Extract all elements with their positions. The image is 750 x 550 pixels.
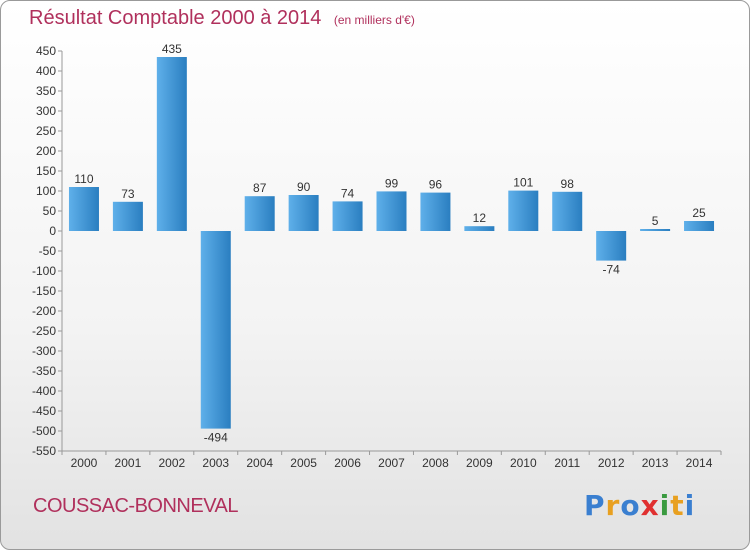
commune-name: COUSSAC-BONNEVAL <box>33 495 239 517</box>
x-tick-label: 2014 <box>686 456 713 470</box>
bar-value-label: -494 <box>204 431 228 445</box>
y-tick-label: -50 <box>39 244 57 258</box>
x-tick-label: 2012 <box>598 456 625 470</box>
x-tick-label: 2005 <box>290 456 317 470</box>
chart-title: Résultat Comptable 2000 à 2014 <box>29 7 322 29</box>
y-tick-label: -250 <box>32 324 56 338</box>
y-tick-label: 300 <box>36 104 56 118</box>
proxiti-logo[interactable]: Proxiti <box>584 489 695 522</box>
x-tick-label: 2004 <box>246 456 273 470</box>
x-tick-label: 2013 <box>642 456 669 470</box>
bar-value-label: 5 <box>652 214 659 228</box>
bar-value-label: 74 <box>341 186 355 200</box>
bar <box>332 201 363 231</box>
y-tick-label: -300 <box>32 344 56 358</box>
y-tick-label: -200 <box>32 304 56 318</box>
bar <box>552 191 583 231</box>
logo-letter: t <box>670 489 685 522</box>
x-tick-label: 2008 <box>422 456 449 470</box>
x-tick-label: 2007 <box>378 456 405 470</box>
x-tick-label: 2006 <box>334 456 361 470</box>
chart-labels: 110 73 435 -494 87 90 74 99 96 12 101 98 -74 5 25 <box>74 42 706 445</box>
y-tick-label: -400 <box>32 384 56 398</box>
y-tick-label: 0 <box>49 224 56 238</box>
bar-value-label: 110 <box>74 172 93 186</box>
y-tick-label: 400 <box>36 64 56 78</box>
y-tick-label: -350 <box>32 364 56 378</box>
y-tick-label: 350 <box>36 84 56 98</box>
bar-value-label: 435 <box>162 42 182 56</box>
bar-value-label: 73 <box>121 187 135 201</box>
bar-value-label: 96 <box>429 178 443 192</box>
x-tick-label: 2002 <box>158 456 185 470</box>
y-tick-label: -450 <box>32 404 56 418</box>
y-tick-label: 450 <box>36 44 56 58</box>
y-tick-label: -550 <box>32 444 56 458</box>
bar-value-label: 99 <box>385 176 399 190</box>
bar <box>112 201 143 231</box>
y-tick-label: 50 <box>43 204 57 218</box>
x-tick-label: 2010 <box>510 456 537 470</box>
bar <box>288 195 319 231</box>
bar <box>244 196 275 231</box>
chart-bars <box>68 57 715 429</box>
logo-letter: r <box>605 489 621 522</box>
logo-letter: o <box>620 489 641 522</box>
logo-letter: i <box>684 489 696 522</box>
bar <box>684 221 715 231</box>
bar-value-label: -74 <box>602 263 620 277</box>
title-row: Résultat Comptable 2000 à 2014 (en milli… <box>29 7 415 30</box>
bar-value-label: 98 <box>561 177 575 191</box>
chart-axes: 450 400 350 300 250 200 150 100 50 0 -50 -100 -150 -2… <box>32 44 722 470</box>
y-tick-label: -150 <box>32 284 56 298</box>
bar <box>68 187 99 231</box>
bar <box>200 231 231 429</box>
logo-letter: P <box>584 489 606 522</box>
y-tick-label: -500 <box>32 424 56 438</box>
bar <box>156 57 187 231</box>
x-tick-label: 2001 <box>115 456 142 470</box>
bar <box>640 229 671 231</box>
y-tick-label: 250 <box>36 124 56 138</box>
bar-value-label: 90 <box>297 180 311 194</box>
x-tick-label: 2011 <box>554 456 580 470</box>
x-tick-label: 2000 <box>71 456 98 470</box>
bar <box>420 192 451 231</box>
bar <box>596 231 627 261</box>
logo-letter: x <box>640 489 660 522</box>
bar-value-label: 12 <box>473 211 487 225</box>
x-tick-label: 2003 <box>202 456 229 470</box>
y-tick-label: 100 <box>36 184 56 198</box>
y-tick-label: -100 <box>32 264 56 278</box>
x-tick-label: 2009 <box>466 456 493 470</box>
logo-letter: i <box>659 489 671 522</box>
bar-value-label: 101 <box>513 176 533 190</box>
chart-subtitle: (en milliers d'€) <box>333 13 415 27</box>
bar <box>376 191 407 231</box>
bar <box>508 190 539 231</box>
bar-value-label: 87 <box>253 181 267 195</box>
y-tick-label: 150 <box>36 164 56 178</box>
bar-value-label: 25 <box>692 206 706 220</box>
bar <box>464 226 495 231</box>
y-tick-label: 200 <box>36 144 56 158</box>
